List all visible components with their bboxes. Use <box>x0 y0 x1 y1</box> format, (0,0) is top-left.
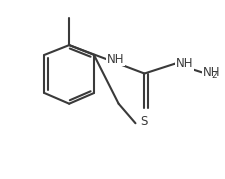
Text: NH: NH <box>202 66 219 79</box>
Text: NH: NH <box>106 53 124 66</box>
Text: NH: NH <box>175 57 192 70</box>
Text: 2: 2 <box>210 71 216 80</box>
Text: S: S <box>140 115 147 128</box>
